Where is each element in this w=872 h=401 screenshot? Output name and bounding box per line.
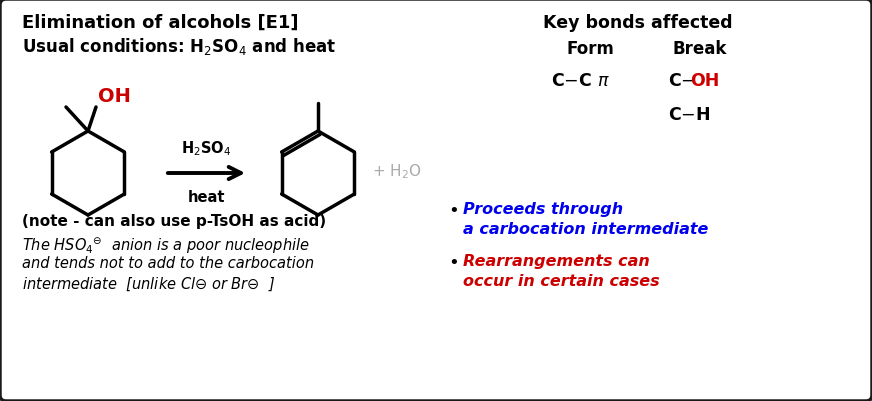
Text: Form: Form <box>566 40 614 58</box>
Text: H$_2$SO$_4$: H$_2$SO$_4$ <box>181 139 231 158</box>
Text: Usual conditions: H$_2$SO$_4$ and heat: Usual conditions: H$_2$SO$_4$ and heat <box>22 36 337 57</box>
Text: OH: OH <box>690 72 719 90</box>
Text: + H$_2$O: + H$_2$O <box>372 162 422 181</box>
Text: Break: Break <box>673 40 727 58</box>
Text: Proceeds through
a carbocation intermediate: Proceeds through a carbocation intermedi… <box>463 201 708 237</box>
Text: •: • <box>448 201 459 219</box>
Text: Rearrangements can
occur in certain cases: Rearrangements can occur in certain case… <box>463 253 659 289</box>
Text: The HSO$_4$$^{\ominus}$  anion is a poor nucleophile: The HSO$_4$$^{\ominus}$ anion is a poor … <box>22 235 310 256</box>
Text: C$-$H: C$-$H <box>668 106 711 124</box>
Text: Key bonds affected: Key bonds affected <box>543 14 732 32</box>
Text: heat: heat <box>187 190 225 205</box>
Text: •: • <box>448 253 459 271</box>
Text: (note - can also use p-TsOH as acid): (note - can also use p-TsOH as acid) <box>22 213 326 229</box>
Text: C$-$: C$-$ <box>668 72 696 90</box>
Text: C$-$C $\pi$: C$-$C $\pi$ <box>550 72 610 90</box>
Text: and tends not to add to the carbocation: and tends not to add to the carbocation <box>22 255 314 270</box>
Text: OH: OH <box>98 87 131 106</box>
Text: Elimination of alcohols [E1]: Elimination of alcohols [E1] <box>22 14 298 32</box>
Text: intermediate  [unlike Cl$\ominus$ or Br$\ominus$  ]: intermediate [unlike Cl$\ominus$ or Br$\… <box>22 275 276 293</box>
